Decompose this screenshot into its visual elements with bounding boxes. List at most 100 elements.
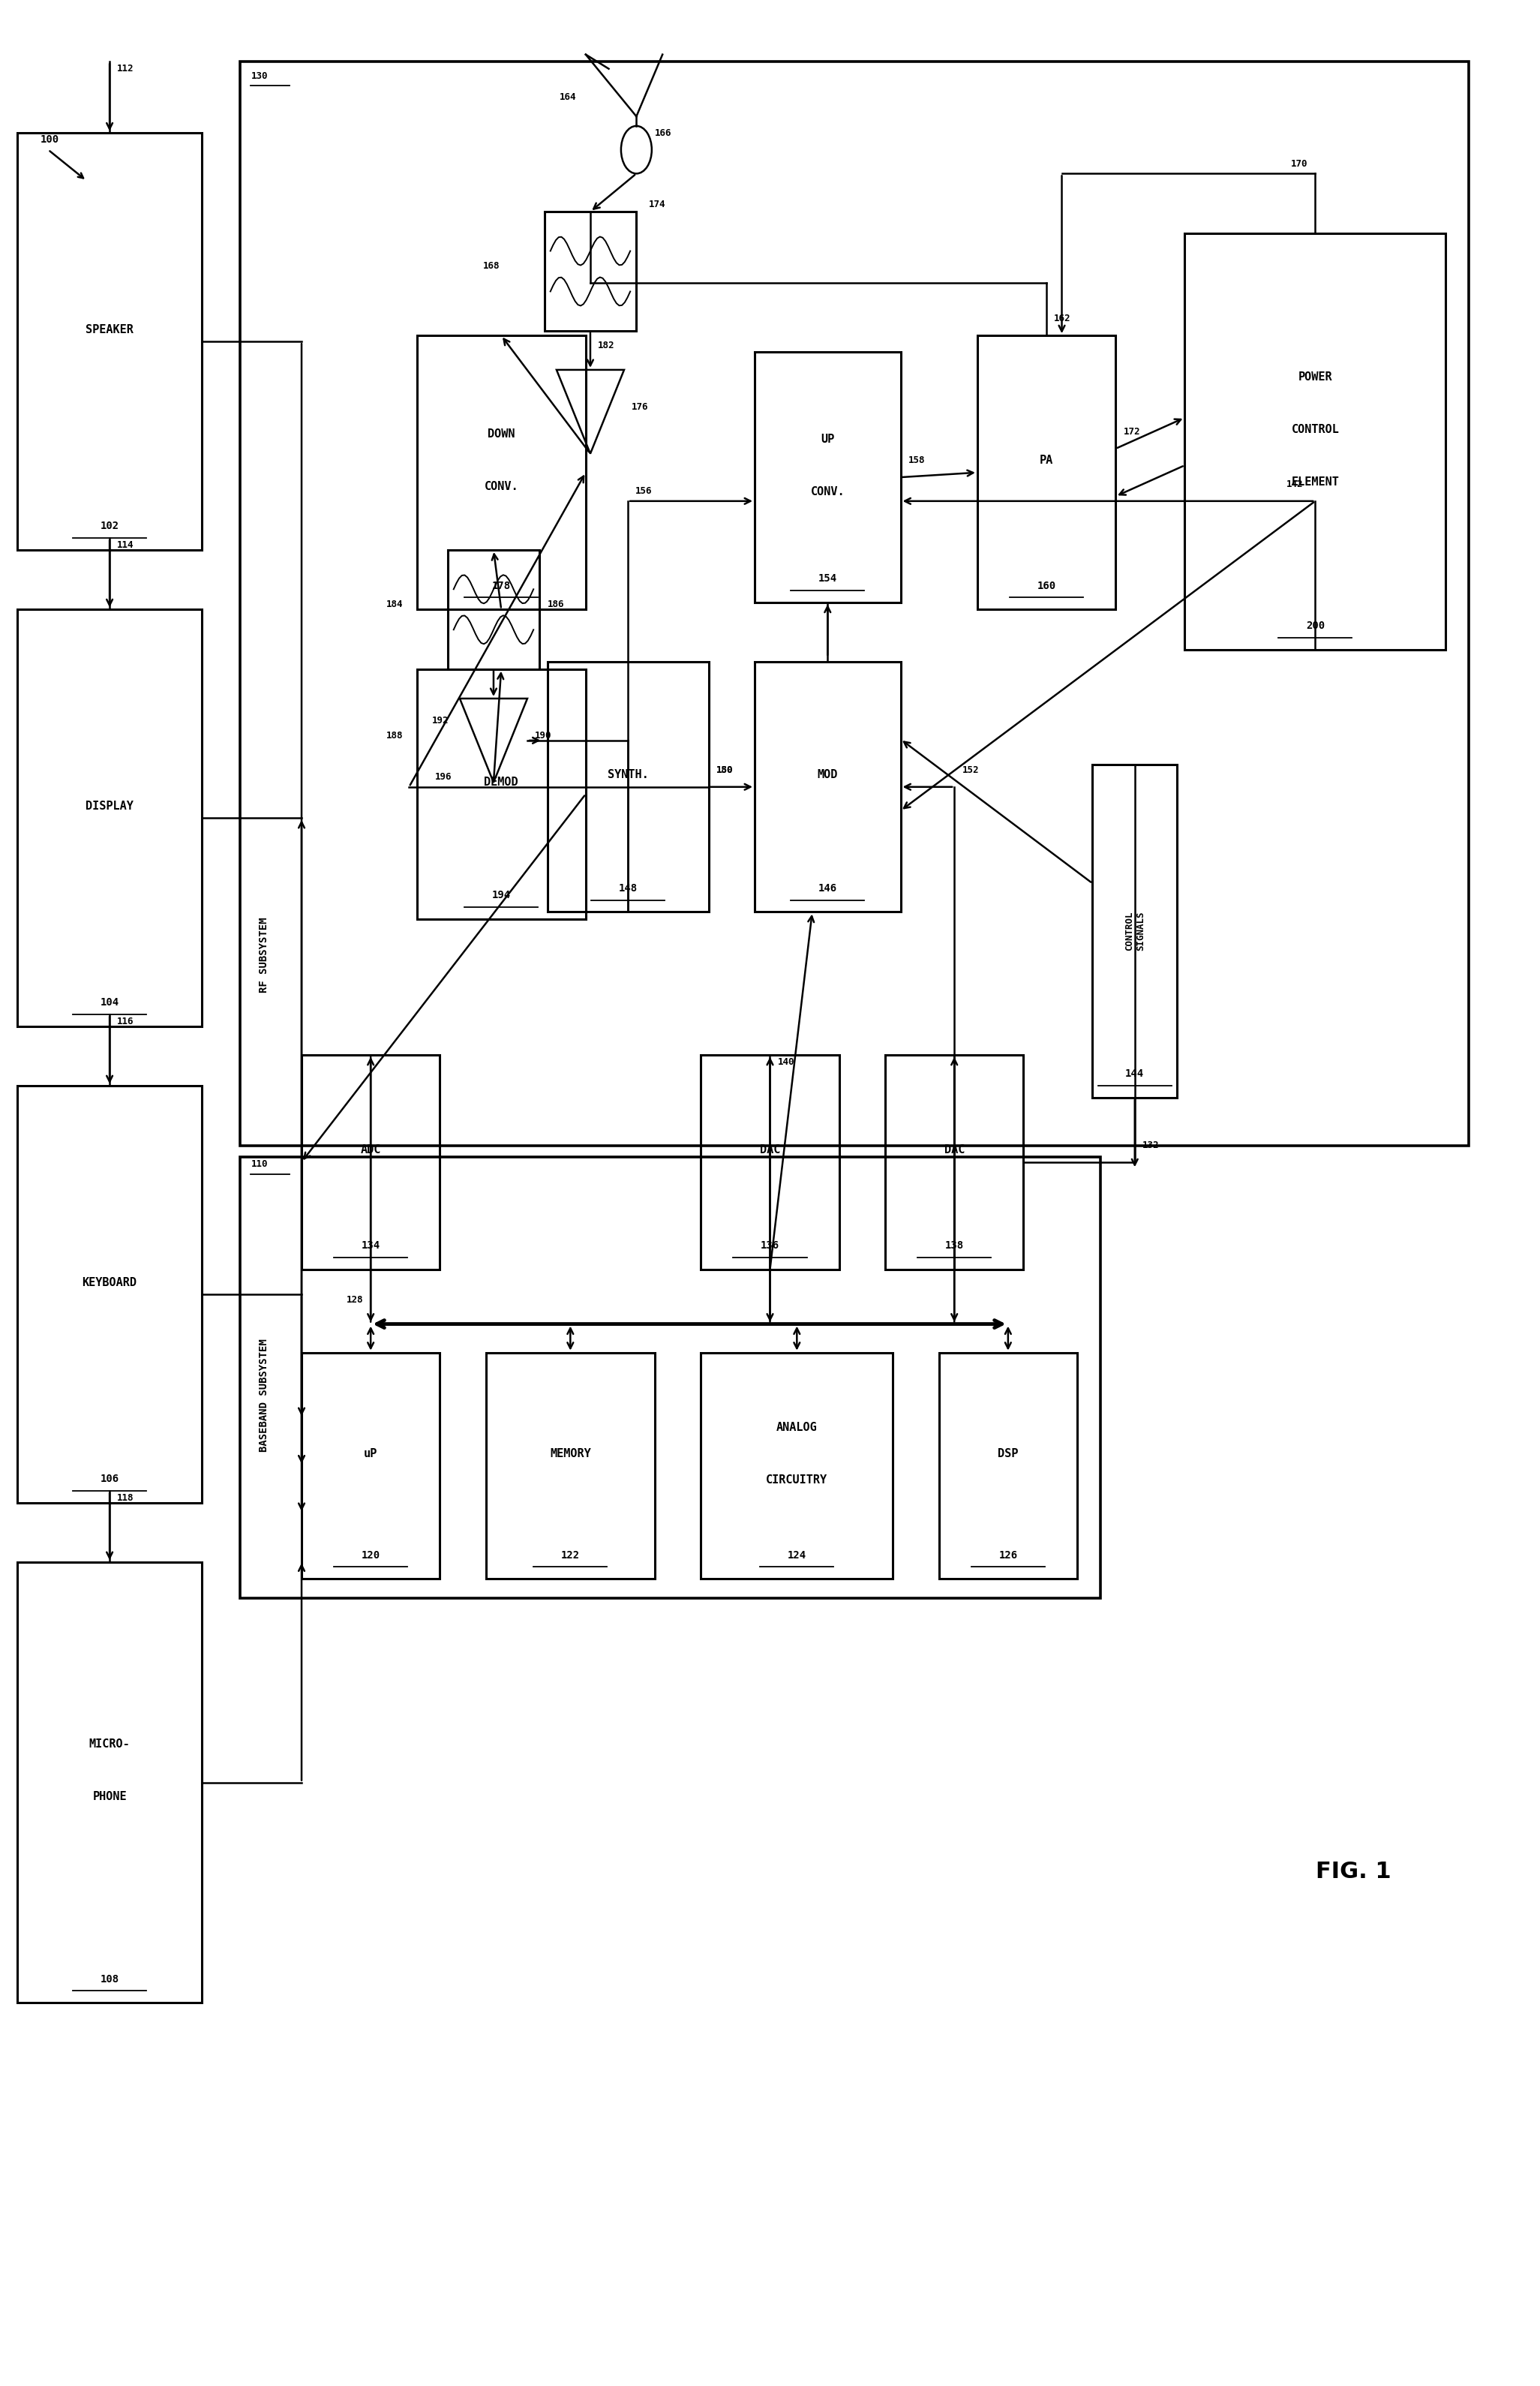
Bar [1184,234,1446,649]
Text: 112: 112 [117,64,134,74]
Text: 104: 104 [100,997,119,1007]
Text: 194: 194 [491,890,511,900]
Text: DSP: DSP [998,1448,1018,1460]
Text: BASEBAND SUBSYSTEM: BASEBAND SUBSYSTEM [259,1339,270,1453]
Text: 120: 120 [362,1551,380,1560]
Text: ELEMENT: ELEMENT [1291,477,1340,487]
Text: 134: 134 [362,1241,380,1250]
Text: 172: 172 [1123,427,1140,437]
Text: CIRCUITRY: CIRCUITRY [765,1475,827,1486]
Text: 176: 176 [631,401,648,413]
Text: FIG. 1: FIG. 1 [1315,1861,1391,1883]
Text: 196: 196 [436,773,453,783]
Text: 162: 162 [1053,315,1070,324]
Text: PA: PA [1040,456,1053,465]
Text: 122: 122 [561,1551,579,1560]
Text: 100: 100 [40,134,60,146]
Text: 108: 108 [100,1973,119,1985]
Text: 184: 184 [387,599,403,608]
Text: MOD: MOD [818,768,838,780]
Bar [417,668,585,919]
Bar [240,62,1469,1145]
Text: 106: 106 [100,1475,119,1484]
Text: 132: 132 [1143,1141,1160,1150]
Text: UP: UP [821,434,835,444]
Text: 182: 182 [598,341,614,351]
Text: KEYBOARD: KEYBOARD [82,1277,137,1288]
Text: DOWN: DOWN [488,429,514,439]
Text: 128: 128 [346,1296,363,1305]
Bar [978,336,1115,608]
Text: RF SUBSYSTEM: RF SUBSYSTEM [259,916,270,993]
Text: 170: 170 [1291,160,1307,169]
Text: 178: 178 [491,580,511,592]
Text: CONV.: CONV. [484,482,519,492]
Text: 126: 126 [998,1551,1018,1560]
Bar [487,1353,654,1580]
Text: 114: 114 [117,539,134,549]
Text: 166: 166 [654,129,671,138]
Text: 116: 116 [117,1016,134,1026]
Text: ANALOG: ANALOG [776,1422,818,1434]
Text: 164: 164 [559,93,576,103]
Bar [17,134,202,549]
Text: DAC: DAC [944,1145,964,1155]
Bar [17,608,202,1026]
Text: 138: 138 [946,1241,964,1250]
Text: ADC: ADC [360,1145,380,1155]
Text: SYNTH.: SYNTH. [607,768,648,780]
Text: 146: 146 [818,883,838,892]
Text: SPEAKER: SPEAKER [86,324,134,334]
Text: 200: 200 [1306,620,1324,632]
Text: CONTROL
SIGNALS: CONTROL SIGNALS [1124,911,1146,950]
Bar [755,661,901,911]
Text: 180: 180 [716,766,733,775]
Text: CONTROL: CONTROL [1291,425,1340,434]
Text: 140: 140 [778,1057,795,1067]
Text: 142: 142 [1286,480,1303,489]
Text: DISPLAY: DISPLAY [86,799,134,811]
Text: 190: 190 [534,730,551,740]
Text: 160: 160 [1036,580,1056,592]
Text: 150: 150 [716,766,733,775]
Bar [302,1055,440,1269]
Text: uP: uP [363,1448,377,1460]
Text: 118: 118 [117,1494,134,1503]
Text: 102: 102 [100,520,119,532]
Text: 186: 186 [547,599,564,608]
Bar [302,1353,440,1580]
Text: 130: 130 [251,72,268,81]
Text: 156: 156 [636,487,653,496]
Text: PHONE: PHONE [92,1792,126,1801]
Bar [240,1157,1100,1599]
Text: 148: 148 [619,883,638,892]
Text: 192: 192 [433,716,450,725]
Text: DEMOD: DEMOD [484,775,519,787]
Text: 144: 144 [1126,1069,1144,1078]
Bar [547,661,708,911]
Bar [755,353,901,601]
Bar [544,212,636,332]
Text: 124: 124 [787,1551,807,1560]
Bar [939,1353,1076,1580]
Text: 152: 152 [962,766,979,775]
Text: CONV.: CONV. [810,487,845,496]
Text: MICRO-: MICRO- [89,1739,129,1749]
Bar [417,336,585,608]
Text: 168: 168 [484,262,499,272]
Bar [885,1055,1024,1269]
Text: MEMORY: MEMORY [550,1448,591,1460]
Bar [701,1353,893,1580]
Text: 154: 154 [818,573,838,585]
Bar [448,549,539,668]
Bar [17,1563,202,2002]
Text: 188: 188 [387,730,403,740]
Text: 158: 158 [909,456,926,465]
Bar [17,1086,202,1503]
Bar [1092,764,1177,1098]
Bar [701,1055,839,1269]
Text: POWER: POWER [1298,372,1332,382]
Text: 110: 110 [251,1160,268,1169]
Text: DAC: DAC [759,1145,781,1155]
Text: 174: 174 [648,200,665,210]
